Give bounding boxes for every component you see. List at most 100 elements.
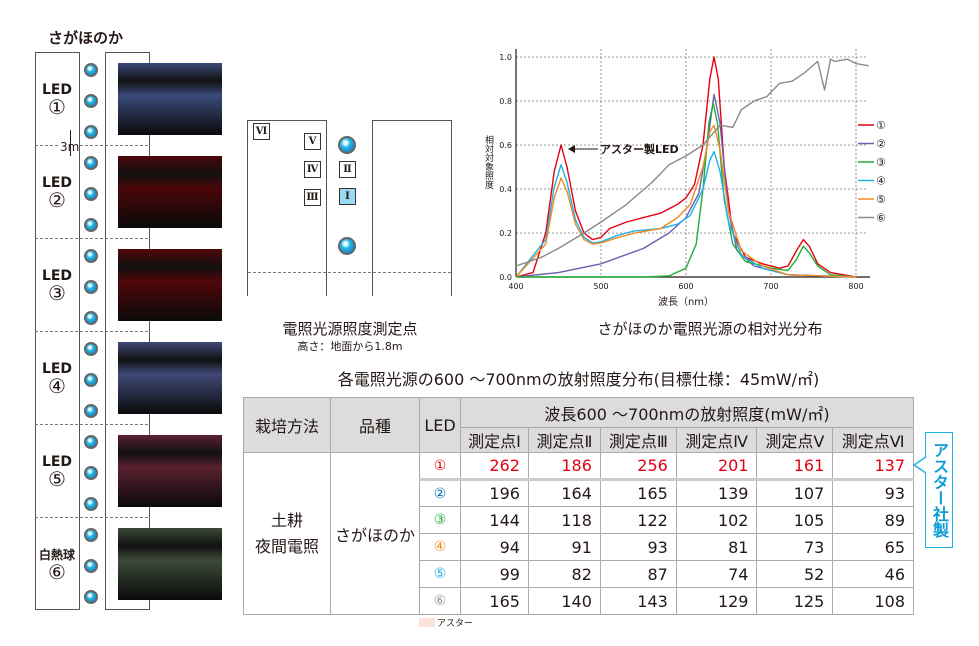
x-tick-label: 800 <box>848 282 863 291</box>
y-tick-label: 0.2 <box>499 229 512 238</box>
led-lamp-icon <box>84 311 98 325</box>
greenhouse-photo-3 <box>118 249 222 321</box>
callout-arrow-icon <box>912 456 927 474</box>
value-cell: 94 <box>460 533 529 561</box>
value-cell: 201 <box>675 452 758 480</box>
section-divider <box>35 145 148 146</box>
value-cell: 186 <box>527 452 601 480</box>
led-number: ⑤ <box>48 467 66 491</box>
section-divider <box>35 331 148 332</box>
point-2: Ⅱ <box>339 161 356 178</box>
legend-label: ③ <box>876 156 886 169</box>
led-lamp-icon <box>84 156 98 170</box>
series-line-6 <box>515 58 869 267</box>
header-point-6: 測定点Ⅵ <box>832 427 914 453</box>
value-cell: 81 <box>675 533 758 561</box>
point-5: Ⅴ <box>304 133 321 150</box>
led-lamp-icon <box>84 249 98 263</box>
method-line: 夜間電照 <box>254 536 319 556</box>
led-lamp-icon <box>338 136 356 154</box>
value-cell: 93 <box>832 479 914 507</box>
greenhouse-photo-5 <box>118 435 222 507</box>
led-lamp-icon <box>84 435 98 449</box>
led-type: LED <box>41 175 73 191</box>
variety-cell: さがほのか <box>330 452 420 615</box>
measure-caption: 電照光源照度測定点 <box>282 320 418 338</box>
value-cell: 165 <box>599 479 677 507</box>
legend-label: ① <box>876 119 886 132</box>
led-cell: ② <box>419 479 461 507</box>
y-tick-label: 0.4 <box>499 185 512 194</box>
x-tick-label: 600 <box>678 282 693 291</box>
spectrum-chart: 0.0 0.2 0.4 0.6 0.8 1.0 400 500 600 700 800 ① ② ③ ④ ⑤ ⑥ ア… <box>483 49 886 308</box>
y-axis-label: 相対対象照度 <box>483 134 494 190</box>
section-divider <box>35 517 148 518</box>
led-lamp-icon <box>84 125 98 139</box>
annotation-label: アスター製LED <box>600 142 679 156</box>
measure-subcaption: 高さ：地面から1.8m <box>297 340 403 353</box>
led-lamp-icon <box>84 559 98 573</box>
led-lamp-icon <box>338 237 356 255</box>
header-point-1: 測定点Ⅰ <box>460 427 529 453</box>
spacing-label: 3m <box>60 140 80 154</box>
greenhouse-photo-1 <box>118 63 222 135</box>
header-method: 栽培方法 <box>243 397 331 453</box>
value-cell: 73 <box>756 533 834 561</box>
led-lamp-icon <box>84 280 98 294</box>
series-line-5 <box>515 124 857 278</box>
header-variety: 品種 <box>330 397 420 453</box>
led-lamp-icon <box>84 63 98 77</box>
spacing-arrow <box>70 130 71 156</box>
value-cell: 46 <box>832 560 914 588</box>
led-number: ② <box>48 188 66 212</box>
x-axis-label: 波長（nm） <box>658 295 714 308</box>
value-cell: 256 <box>599 452 677 480</box>
led-label-3: LED ③ <box>35 268 79 305</box>
bed-right-measure <box>372 120 452 296</box>
header-group: 波長600 ～700nmの放射照度(mW/㎡) <box>460 397 914 428</box>
point-6: Ⅵ <box>253 123 270 140</box>
led-lamp-icon <box>84 466 98 480</box>
led-type: 白熱球 <box>38 548 75 562</box>
led-lamp-icon <box>84 404 98 418</box>
value-cell: 87 <box>599 560 677 588</box>
header-point-3: 測定点Ⅲ <box>599 427 677 453</box>
value-cell: 118 <box>527 506 601 534</box>
led-lamp-icon <box>84 373 98 387</box>
arrow-head-icon <box>568 145 575 153</box>
series-line-1 <box>515 56 857 278</box>
led-number: ④ <box>48 374 66 398</box>
led-label-4: LED ④ <box>35 361 79 398</box>
value-cell: 125 <box>756 587 834 615</box>
value-cell: 144 <box>460 506 529 534</box>
legend-label: ⑥ <box>876 212 886 225</box>
table-row: ⑥ 165 140 143 129 125 108 <box>244 587 914 615</box>
led-cell: ④ <box>419 533 461 561</box>
value-cell: 93 <box>599 533 677 561</box>
led-lamp-icon <box>84 218 98 232</box>
value-cell: 107 <box>756 479 834 507</box>
led-label-2: LED ② <box>35 175 79 212</box>
led-number: ③ <box>48 281 66 305</box>
greenhouse-photo-6 <box>118 528 222 600</box>
led-label-6: 白熱球 ⑥ <box>35 547 79 584</box>
led-lamp-icon <box>84 342 98 356</box>
led-lamp-icon <box>84 497 98 511</box>
led-type: LED <box>41 82 73 98</box>
point-1: Ⅰ <box>339 188 356 205</box>
ground-line <box>248 272 451 273</box>
section-divider <box>35 238 148 239</box>
chart-title: さがほのか電照光源の相対光分布 <box>597 320 823 338</box>
led-cell: ⑤ <box>419 560 461 588</box>
led-cell: ③ <box>419 506 461 534</box>
led-number: ⑥ <box>48 560 66 584</box>
header-point-2: 測定点Ⅱ <box>527 427 601 453</box>
greenhouse-photo-4 <box>118 342 222 414</box>
value-cell: 82 <box>527 560 601 588</box>
value-cell: 262 <box>460 452 529 480</box>
value-cell: 89 <box>832 506 914 534</box>
bed-left-measure <box>247 120 327 296</box>
led-cell: ⑥ <box>419 587 461 615</box>
legend-swatch <box>419 618 435 627</box>
